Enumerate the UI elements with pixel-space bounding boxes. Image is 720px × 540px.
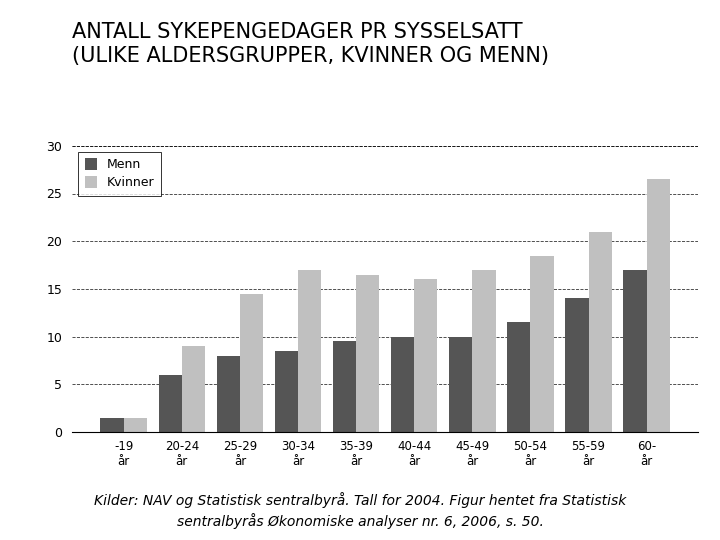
Bar [624, 270, 647, 432]
Legend: Menn, Kvinner: Menn, Kvinner [78, 152, 161, 195]
Bar [182, 346, 205, 432]
Bar [414, 279, 438, 432]
Bar [124, 418, 147, 432]
Bar [333, 341, 356, 432]
Text: ANTALL SYKEPENGEDAGER PR SYSSELSATT
(ULIKE ALDERSGRUPPER, KVINNER OG MENN): ANTALL SYKEPENGEDAGER PR SYSSELSATT (ULI… [72, 22, 549, 66]
Bar [472, 270, 495, 432]
Bar [531, 255, 554, 432]
Text: Kilder: NAV og Statistisk sentralbyrå. Tall for 2004. Figur hentet fra Statistis: Kilder: NAV og Statistisk sentralbyrå. T… [94, 492, 626, 529]
Bar [588, 232, 612, 432]
Bar [217, 356, 240, 432]
Bar [507, 322, 531, 432]
Bar [565, 299, 588, 432]
Bar [275, 351, 298, 432]
Bar [101, 418, 124, 432]
Bar [298, 270, 321, 432]
Bar [158, 375, 182, 432]
Bar [356, 275, 379, 432]
Bar [240, 294, 264, 432]
Bar [647, 179, 670, 432]
Bar [449, 336, 472, 432]
Bar [391, 336, 414, 432]
